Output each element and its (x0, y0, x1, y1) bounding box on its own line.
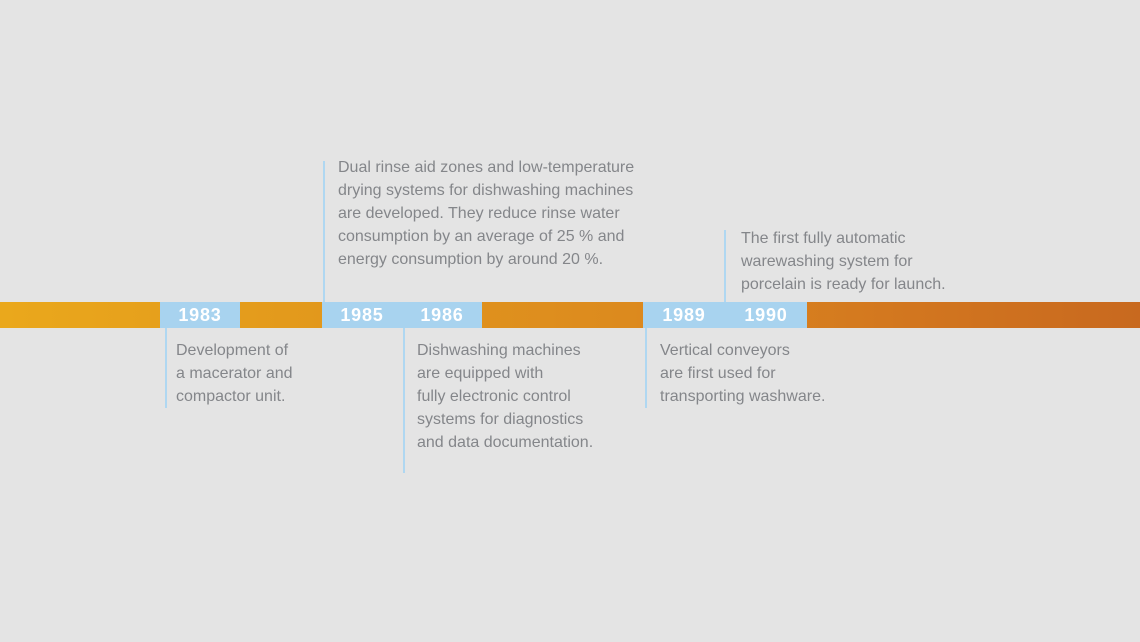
connector-line-1986 (403, 328, 405, 473)
year-marker-1989: 1989 (643, 302, 725, 328)
event-description-1989: Vertical conveyors are first used for tr… (660, 342, 826, 405)
year-marker-1985: 1985 (322, 302, 402, 328)
connector-line-1983 (165, 328, 167, 408)
year-marker-1986: 1986 (402, 302, 482, 328)
year-label-1990: 1990 (744, 304, 788, 325)
year-marker-1983: 1983 (160, 302, 240, 328)
event-description-1986: Dishwashing machines are equipped with f… (417, 342, 594, 451)
year-label-1985: 1985 (340, 304, 384, 325)
year-label-1983: 1983 (178, 304, 222, 325)
connector-line-1989 (645, 328, 647, 408)
event-description-1983: Development of a macerator and compactor… (176, 342, 293, 405)
event-description-1990: The first fully automatic warewashing sy… (741, 230, 946, 293)
connector-line-1990 (724, 230, 726, 302)
event-description-1985: Dual rinse aid zones and low-temperature… (338, 159, 635, 268)
year-marker-1990: 1990 (725, 302, 807, 328)
year-label-1989: 1989 (662, 304, 706, 325)
connector-line-1985 (323, 161, 325, 302)
year-label-1986: 1986 (420, 304, 464, 325)
